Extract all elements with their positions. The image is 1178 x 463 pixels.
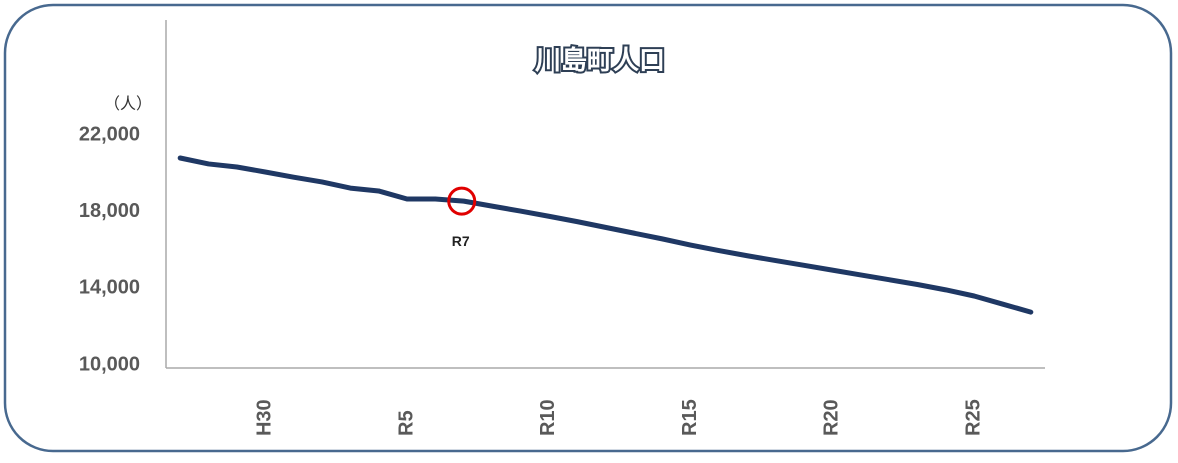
x-tick-label: H30	[254, 399, 276, 436]
x-tick-label: R25	[962, 399, 984, 436]
annotation-circle	[447, 186, 477, 216]
x-tick-label: R5	[395, 410, 417, 436]
x-tick-label: R10	[537, 399, 559, 436]
y-tick-label: 22,000	[79, 123, 140, 145]
frame	[3, 3, 1173, 453]
y-unit: （人）	[104, 95, 152, 113]
y-tick-label: 10,000	[79, 353, 140, 375]
chart-title: 川島町人口	[535, 45, 665, 75]
x-tick-label: R20	[821, 399, 843, 436]
y-tick-label: 14,000	[79, 277, 140, 299]
annotation-label: R7	[452, 233, 470, 249]
x-tick-label: R15	[679, 399, 701, 436]
y-tick-label: 18,000	[79, 200, 140, 222]
line-series	[177, 155, 1034, 315]
